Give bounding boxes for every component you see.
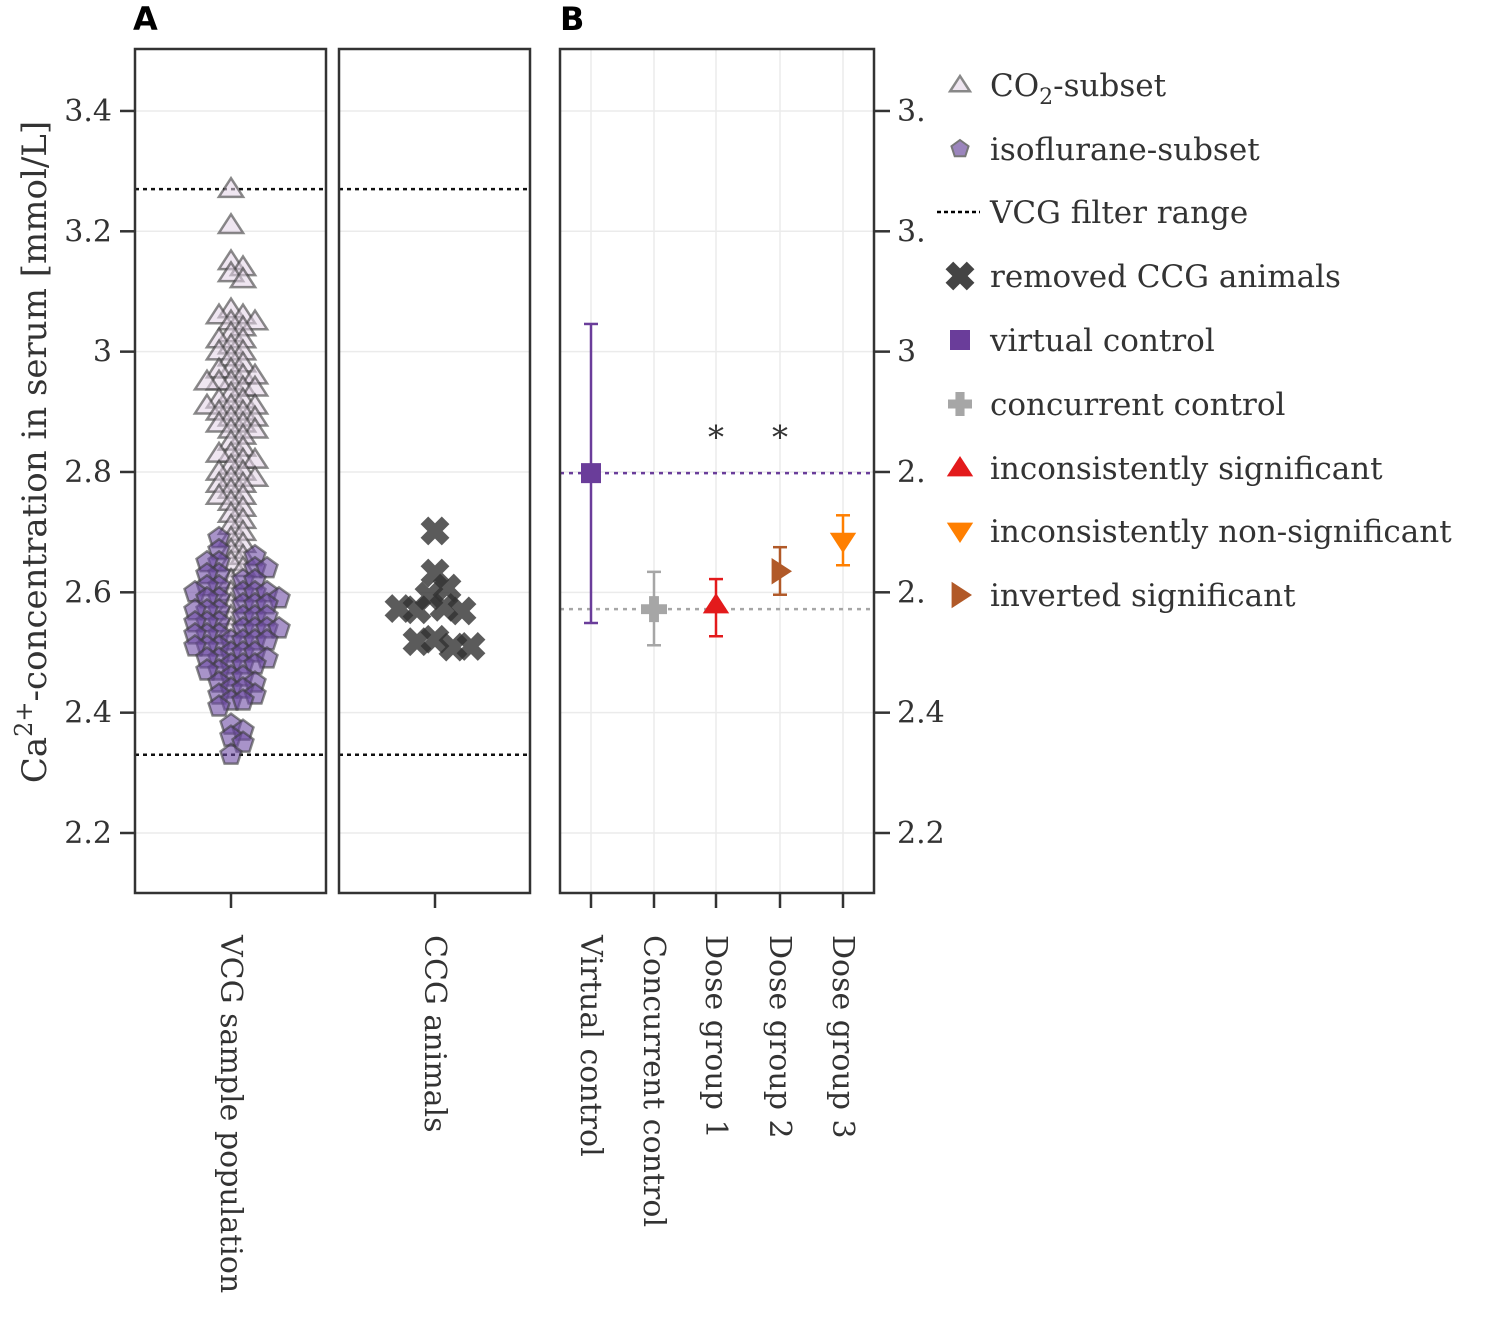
y-tick-label: 2.4 [897, 696, 945, 731]
isoflurane-subset-point [255, 555, 279, 579]
panel-label-a: A [133, 0, 158, 38]
x-stroke [384, 594, 414, 623]
x-category-label: Virtual control [573, 934, 608, 1157]
data-marks: * * [183, 175, 857, 765]
mean-marker [771, 558, 792, 585]
x-category-label: VCG sample population [213, 934, 248, 1293]
y-tick-label: 3 [93, 335, 112, 370]
y-tick-label: 3 [897, 335, 916, 370]
removed-ccg-point [384, 594, 414, 623]
legend-marker-square [950, 330, 970, 350]
x-stroke [429, 592, 459, 622]
y-tick-label: 3. [897, 94, 926, 129]
x-category-label: Dose group 2 [762, 935, 797, 1139]
y-axis-label: Ca2+-concentration in serum [mmol/L] [10, 121, 55, 783]
legend-marker-triangle [947, 73, 973, 93]
legend-label: VCG filter range [989, 195, 1248, 231]
removed-ccg-point [402, 627, 432, 657]
y-tick-label: 2.8 [64, 455, 112, 490]
co2-subset-point [216, 211, 246, 235]
y-tick-label: 2.2 [897, 816, 945, 851]
y-tick-label: 2. [897, 575, 926, 610]
legend-label: isoflurane-subset [990, 132, 1260, 168]
legend-marker-triangle-right [951, 581, 972, 609]
mean-marker [702, 592, 730, 614]
isoflurane-subset-point [183, 633, 207, 657]
y-tick-label: 2.6 [64, 575, 112, 610]
legend-label: inconsistently significant [990, 451, 1383, 487]
legend-label: concurrent control [990, 387, 1285, 423]
isoflurane-subset-point [195, 657, 219, 681]
legend-marker-plus [948, 392, 972, 416]
x-stroke [402, 627, 432, 657]
co2-subset-point [228, 266, 258, 289]
legend-marker-x [945, 261, 975, 291]
x-category-label: Concurrent control [636, 935, 671, 1227]
panel-label-b: B [560, 0, 584, 38]
isoflurane-subset-point [231, 688, 255, 711]
y-tick-label: 3. [897, 214, 926, 249]
legend-marker-pentagon [950, 138, 970, 158]
mean-marker [641, 596, 667, 623]
x-stroke [420, 558, 450, 588]
isoflurane-subset-point [207, 694, 231, 717]
mean-marker [581, 463, 601, 484]
legend-label: virtual control [989, 323, 1215, 359]
panel-frame [337, 47, 532, 895]
removed-ccg-point [420, 516, 450, 546]
isoflurane-subset-point [231, 730, 255, 753]
significance-asterisk: * [772, 418, 788, 456]
legend-label: removed CCG animals [990, 259, 1341, 295]
significance-asterisk: * [708, 418, 724, 456]
mean-marker [829, 532, 857, 554]
x-category-label: CCG animals [417, 935, 452, 1133]
x-category-label: Dose group 1 [698, 935, 733, 1139]
removed-ccg-point [432, 573, 462, 603]
isoflurane-subset-point [267, 615, 291, 639]
y-tick-label: 2.4 [64, 696, 112, 731]
legend-marker-triangle-down [946, 522, 974, 543]
legend-label: CO2-subset [990, 68, 1167, 110]
legend-label: inconsistently non-significant [990, 514, 1452, 550]
legend-label: inverted significant [990, 578, 1296, 614]
isoflurane-subset-point [219, 742, 243, 765]
x-stroke [945, 261, 975, 291]
panel-frame [558, 47, 876, 895]
y-tick-label: 2. [897, 455, 926, 490]
legend: CO2-subset isoflurane-subset VCG filter … [937, 68, 1452, 614]
co2-subset-point [192, 368, 222, 391]
y-tick-label: 3.2 [64, 214, 112, 249]
x-stroke [420, 516, 450, 546]
removed-ccg-point [447, 596, 477, 626]
co2-subset-point [216, 175, 246, 199]
x-stroke [447, 596, 477, 626]
x-category-label: Dose group 3 [825, 935, 860, 1139]
removed-ccg-point [456, 632, 486, 661]
y-tick-label: 2.2 [64, 816, 112, 851]
x-stroke [432, 573, 462, 603]
x-stroke [456, 632, 486, 661]
axis-ticks: 2.2 2.4 2.6 2.8 3 3.2 3.4 2.2 2.4 2. 2. 3 3. 3. [64, 94, 945, 908]
legend-marker-triangle-up [946, 456, 974, 477]
y-tick-label: 3.4 [64, 94, 112, 129]
